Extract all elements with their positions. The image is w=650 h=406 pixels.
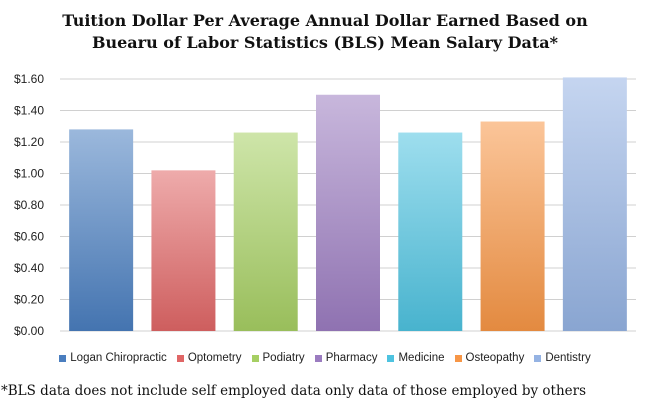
chart-title-line-1: Tuition Dollar Per Average Annual Dollar… (62, 11, 588, 30)
y-tick-label: $1.40 (14, 104, 44, 118)
legend-swatch (454, 354, 462, 362)
legend-label: Podiatry (262, 352, 305, 364)
legend-swatch (59, 354, 67, 362)
y-tick-label: $0.40 (14, 261, 44, 275)
legend-swatch (314, 354, 322, 362)
y-tick-label: $0.60 (14, 230, 44, 244)
legend-swatch (176, 354, 184, 362)
y-tick-label: $0.20 (14, 293, 44, 307)
bar-logan-chiropractic (69, 129, 134, 331)
bar-pharmacy (316, 94, 380, 331)
legend-swatch (387, 354, 395, 362)
legend-label: Pharmacy (325, 352, 378, 364)
legend-label: Logan Chiropractic (70, 352, 167, 364)
y-tick-label: $1.00 (14, 167, 44, 181)
y-tick-label: $0.80 (14, 198, 44, 212)
y-tick-label: $1.20 (14, 135, 44, 149)
bar-podiatry (233, 132, 298, 331)
bars (69, 77, 627, 332)
legend-label: Medicine (398, 352, 445, 364)
legend-label: Optometry (187, 352, 242, 364)
y-tick-label: $1.60 (14, 72, 44, 86)
legend-item: Medicine (387, 352, 445, 364)
legend-item: Osteopathy (454, 352, 525, 364)
bar-optometry (151, 170, 216, 331)
y-axis-ticks: $0.00 $0.20 $0.40 $0.60 $0.80 $1.00 $1.20 $1.40… (14, 72, 44, 338)
y-tick-label: $0.00 (14, 324, 44, 338)
legend-swatch (251, 354, 259, 362)
chart-title: Tuition Dollar Per Average Annual Dollar… (0, 10, 650, 54)
legend-label: Dentistry (545, 352, 591, 364)
legend-item: Dentistry (534, 352, 591, 364)
chart-title-line-2: Buearu of Labor Statistics (BLS) Mean Sa… (91, 33, 559, 52)
bar-osteopathy (480, 121, 545, 332)
legend-item: Pharmacy (314, 352, 378, 364)
bar-medicine (398, 132, 463, 331)
legend-label: Osteopathy (465, 352, 525, 364)
legend-swatch (534, 354, 542, 362)
footnote: *BLS data does not include self employed… (1, 383, 587, 399)
legend-item: Logan Chiropractic (59, 352, 167, 364)
legend: Logan Chiropractic Optometry Podiatry Pharm… (0, 352, 650, 364)
legend-item: Podiatry (251, 352, 305, 364)
bar-chart-plot: $0.00 $0.20 $0.40 $0.60 $0.80 $1.00 $1.20 $1.40… (14, 72, 636, 338)
legend-item: Optometry (176, 352, 242, 364)
bar-dentistry (562, 77, 627, 331)
